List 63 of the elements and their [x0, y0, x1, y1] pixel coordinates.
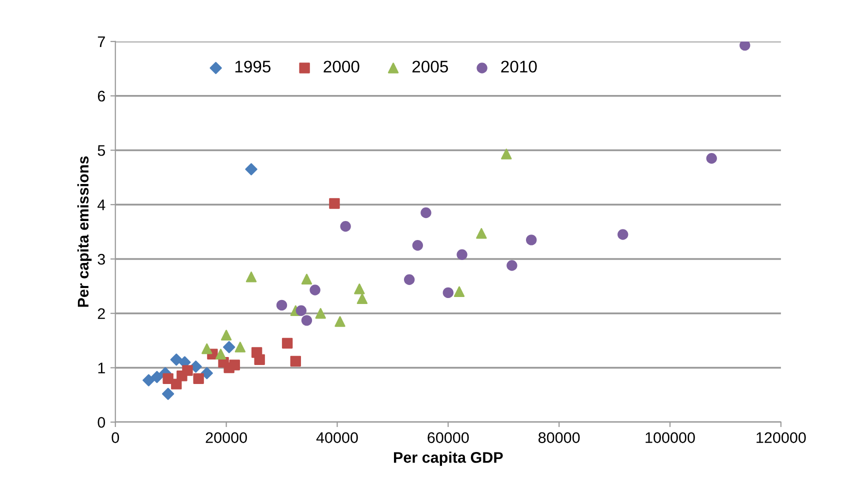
point: [142, 374, 155, 386]
x-tick-label: 20000: [206, 432, 247, 444]
point: [202, 343, 212, 354]
point: [301, 274, 312, 284]
x-tick-label: 80000: [538, 432, 580, 444]
x-tick-label: 100000: [646, 432, 695, 444]
point: [301, 315, 312, 326]
point: [526, 234, 537, 246]
point: [340, 221, 351, 232]
point: [454, 286, 465, 297]
point: [162, 388, 174, 400]
point: [229, 360, 240, 370]
point: [506, 260, 518, 271]
x-tick-label: 0: [112, 432, 120, 444]
point: [356, 293, 368, 304]
x-axis-title: Per capita GDP: [394, 452, 503, 466]
point: [282, 338, 293, 349]
legend-label: 2010: [501, 60, 537, 73]
y-tick-label: 6: [98, 90, 105, 102]
point: [404, 274, 415, 286]
point: [246, 272, 257, 282]
point: [193, 373, 204, 384]
y-tick-label: 4: [98, 200, 106, 210]
point: [220, 330, 232, 340]
point: [150, 370, 164, 384]
point: [329, 198, 340, 209]
x-tick-label: 40000: [316, 432, 358, 444]
legend-label: 1995: [235, 60, 271, 73]
y-axis-title: Per capita emissions: [77, 156, 92, 307]
point: [170, 354, 182, 366]
point: [245, 163, 258, 176]
y-tick-label: 5: [98, 145, 106, 156]
y-tick-label: 1: [98, 362, 105, 374]
x-tick-label: 60000: [428, 432, 469, 444]
point: [501, 148, 512, 160]
point: [442, 287, 454, 298]
point: [618, 229, 628, 240]
y-tick-label: 0: [98, 416, 106, 428]
point: [182, 365, 193, 376]
point: [290, 356, 301, 367]
point: [296, 305, 307, 316]
point: [420, 207, 432, 218]
point: [456, 249, 468, 260]
point: [310, 284, 320, 296]
legend-label: 2000: [324, 60, 360, 73]
point: [276, 300, 288, 311]
y-tick-label: 3: [98, 254, 105, 265]
point: [254, 354, 265, 365]
point: [200, 367, 213, 380]
point: [215, 348, 226, 360]
y-tick-label: 2: [98, 308, 105, 319]
point: [476, 228, 487, 239]
point: [334, 316, 346, 327]
point: [354, 284, 365, 294]
point: [740, 41, 750, 51]
point: [412, 240, 423, 251]
point: [223, 341, 236, 354]
point: [234, 342, 246, 352]
point: [315, 308, 326, 319]
y-tick-label: 7: [98, 36, 105, 48]
legend-label: 2005: [412, 60, 448, 73]
point: [706, 153, 717, 164]
x-tick-label: 120000: [756, 432, 806, 444]
